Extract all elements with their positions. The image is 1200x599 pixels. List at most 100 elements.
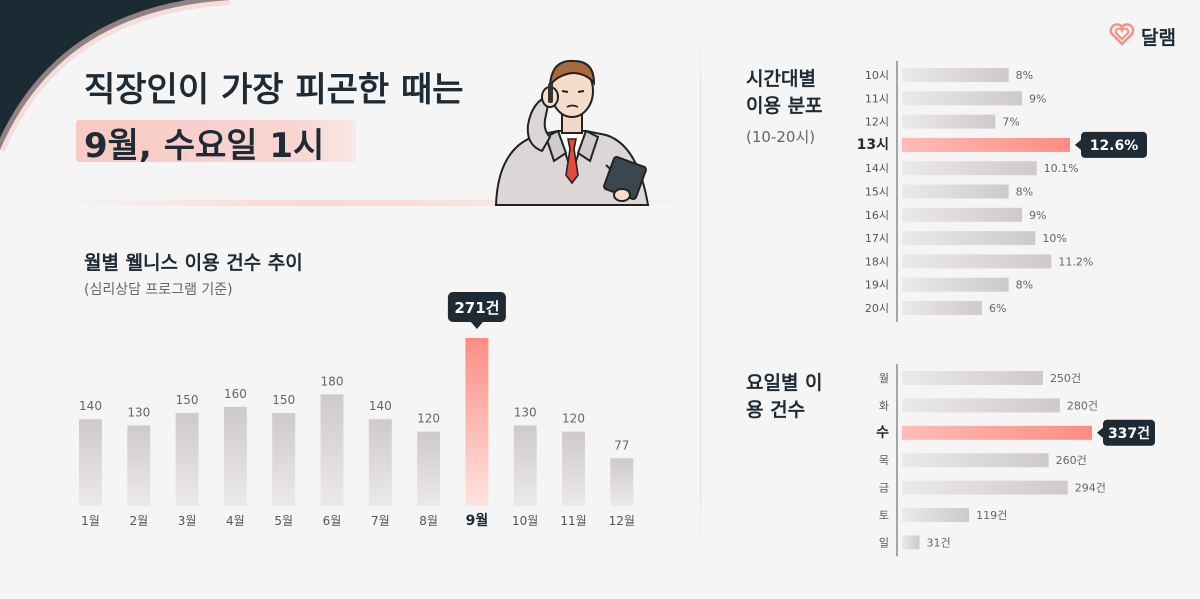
month-tick-label: 9월: [466, 512, 489, 529]
value-bar: [902, 231, 1036, 246]
hourly-chart-subtitle: (10-20시): [746, 128, 816, 146]
title-highlight: [76, 120, 356, 162]
corner-decoration: [0, 0, 230, 170]
month-value-label: 150: [272, 393, 295, 407]
value-bar: [902, 425, 1092, 440]
value-bar: [902, 114, 996, 129]
category-label: 15시: [865, 186, 889, 199]
value-bar: [902, 91, 1022, 106]
value-bar: [902, 161, 1037, 176]
month-tick-label: 7월: [371, 514, 390, 528]
category-label: 14시: [865, 162, 889, 175]
tired-worker-illustration: [488, 55, 658, 211]
brand-logo: 달램: [1109, 22, 1176, 50]
value-label: 250건: [1050, 372, 1081, 385]
month-bar: [320, 394, 344, 506]
value-label: 6%: [989, 302, 1006, 315]
month-value-label: 271건: [454, 299, 499, 317]
value-label: 337건: [1108, 425, 1150, 442]
month-value-label: 150: [176, 393, 199, 407]
category-label: 20시: [865, 302, 889, 315]
value-badge: [1081, 131, 1147, 158]
page-title-line1: 직장인이 가장 피곤한 때는: [84, 70, 464, 110]
month-tick-label: 3월: [178, 514, 197, 528]
month-bar: [223, 406, 247, 506]
value-bar: [902, 480, 1068, 495]
value-label: 9%: [1029, 92, 1046, 105]
month-value-label: 180: [321, 374, 344, 388]
value-bar: [902, 535, 920, 550]
value-bar: [902, 277, 1009, 292]
section-divider: [700, 30, 701, 550]
month-tick-label: 10월: [512, 514, 538, 528]
category-label: 17시: [865, 232, 889, 245]
badge-pointer: [470, 322, 483, 329]
category-label: 18시: [865, 255, 889, 268]
value-label: 10.1%: [1044, 162, 1079, 175]
month-tick-label: 12월: [609, 514, 635, 528]
value-label: 31건: [926, 536, 950, 549]
category-label: 11시: [865, 92, 889, 105]
category-label: 13시: [857, 137, 889, 153]
month-bar: [562, 431, 585, 506]
category-label: 16시: [865, 209, 889, 222]
heart-logo-icon: [1109, 22, 1135, 50]
month-value-label: 120: [417, 412, 440, 426]
value-label: 260건: [1056, 454, 1087, 467]
category-label: 월: [879, 372, 889, 385]
month-bar: [175, 413, 199, 506]
value-label: 8%: [1016, 186, 1033, 199]
month-bar: [368, 419, 392, 506]
value-label: 8%: [1016, 69, 1033, 82]
month-bar: [465, 338, 489, 506]
month-tick-label: 1월: [81, 514, 100, 528]
month-bar: [610, 458, 634, 506]
value-label: 7%: [1002, 116, 1019, 129]
value-bar: [902, 68, 1009, 82]
month-value-label: 120: [562, 412, 585, 426]
category-label: 10시: [865, 69, 889, 82]
category-label: 수: [876, 425, 889, 441]
value-bar: [902, 207, 1022, 222]
hourly-chart-title: 시간대별 이용 분포: [746, 68, 823, 117]
month-tick-label: 5월: [274, 514, 293, 528]
month-tick-label: 6월: [323, 514, 342, 528]
month-bar: [272, 413, 296, 506]
category-label: 일: [879, 535, 889, 549]
category-label: 목: [879, 454, 889, 467]
value-label: 9%: [1029, 209, 1046, 222]
month-value-label: 130: [514, 405, 537, 419]
value-label: 11.2%: [1058, 255, 1093, 268]
value-bar: [902, 508, 970, 522]
category-label: 화: [879, 399, 889, 412]
month-value-label: 140: [79, 399, 102, 413]
month-value-label: 140: [369, 399, 392, 413]
value-label: 119건: [976, 509, 1007, 522]
badge-pointer: [1097, 426, 1104, 439]
value-bar: [902, 398, 1060, 413]
month-value-badge: [447, 292, 506, 322]
value-label: 12.6%: [1090, 138, 1139, 154]
category-label: 금: [879, 482, 889, 495]
value-label: 8%: [1016, 279, 1033, 292]
value-bar: [902, 301, 982, 315]
month-bar: [513, 425, 537, 506]
month-bar: [127, 425, 151, 506]
month-value-label: 77: [614, 438, 629, 452]
value-badge: [1103, 419, 1155, 446]
month-tick-label: 8월: [419, 514, 438, 528]
weekday-chart-title: 요일별 이용 건수: [746, 372, 823, 421]
category-label: 19시: [865, 279, 889, 292]
badge-pointer: [1075, 138, 1082, 151]
category-label: 토: [879, 509, 889, 522]
value-bar: [902, 137, 1070, 152]
month-bar: [417, 431, 441, 506]
value-label: 10%: [1042, 232, 1066, 245]
value-label: 280건: [1067, 399, 1098, 412]
monthly-bar-chart: 140 1월 130 2월 150 3월 160 4월 150 5월 180 6월 140 7월 120 8월…: [79, 292, 635, 529]
brand-name: 달램: [1141, 26, 1176, 49]
value-bar: [902, 453, 1049, 468]
month-value-label: 160: [224, 387, 247, 401]
page-title-line2: 9월, 수요일 1시: [84, 126, 325, 166]
